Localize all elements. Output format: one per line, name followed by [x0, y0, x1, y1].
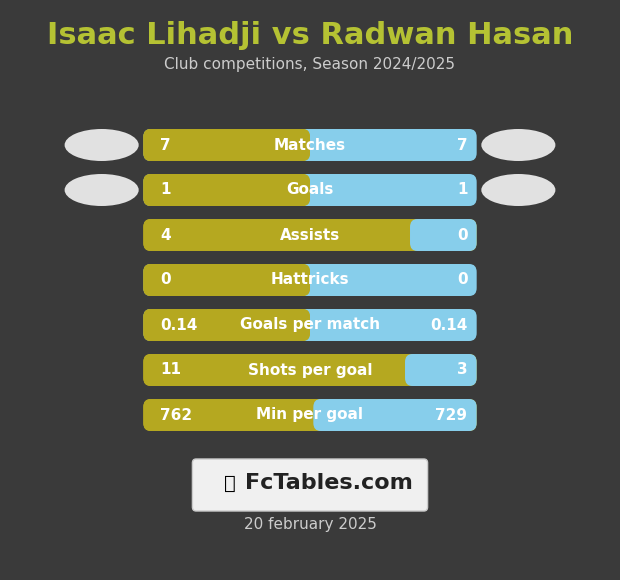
Ellipse shape	[481, 129, 556, 161]
Text: 1: 1	[457, 183, 467, 198]
FancyBboxPatch shape	[143, 264, 310, 296]
Text: 0.14: 0.14	[160, 317, 197, 332]
Text: 762: 762	[160, 408, 192, 422]
FancyBboxPatch shape	[405, 354, 477, 386]
FancyBboxPatch shape	[143, 174, 310, 206]
Text: Isaac Lihadji vs Radwan Hasan: Isaac Lihadji vs Radwan Hasan	[47, 20, 573, 49]
Text: 7: 7	[160, 137, 171, 153]
FancyBboxPatch shape	[143, 219, 477, 251]
Text: 11: 11	[160, 362, 181, 378]
Text: 4: 4	[160, 227, 171, 242]
Text: 0: 0	[160, 273, 171, 288]
FancyBboxPatch shape	[143, 354, 405, 386]
Ellipse shape	[64, 174, 139, 206]
Text: Assists: Assists	[280, 227, 340, 242]
Text: Shots per goal: Shots per goal	[248, 362, 372, 378]
FancyBboxPatch shape	[143, 174, 310, 206]
Text: 0: 0	[457, 273, 467, 288]
Text: Goals: Goals	[286, 183, 334, 198]
Text: 7: 7	[457, 137, 467, 153]
FancyBboxPatch shape	[143, 174, 477, 206]
Text: Club competitions, Season 2024/2025: Club competitions, Season 2024/2025	[164, 57, 456, 72]
FancyBboxPatch shape	[143, 264, 477, 296]
Ellipse shape	[481, 174, 556, 206]
FancyBboxPatch shape	[143, 129, 310, 161]
FancyBboxPatch shape	[143, 309, 310, 341]
FancyBboxPatch shape	[143, 219, 410, 251]
Text: FcTables.com: FcTables.com	[244, 473, 412, 493]
FancyBboxPatch shape	[143, 129, 310, 161]
Text: Matches: Matches	[274, 137, 346, 153]
Text: 1: 1	[160, 183, 171, 198]
FancyBboxPatch shape	[143, 354, 477, 386]
FancyBboxPatch shape	[143, 129, 477, 161]
Text: 0.14: 0.14	[430, 317, 467, 332]
Text: 3: 3	[457, 362, 467, 378]
Text: 729: 729	[435, 408, 467, 422]
FancyBboxPatch shape	[410, 219, 477, 251]
FancyBboxPatch shape	[313, 399, 477, 431]
FancyBboxPatch shape	[143, 309, 477, 341]
Text: 20 february 2025: 20 february 2025	[244, 517, 376, 532]
FancyBboxPatch shape	[143, 399, 313, 431]
Text: Hattricks: Hattricks	[271, 273, 349, 288]
Text: 0: 0	[457, 227, 467, 242]
FancyBboxPatch shape	[143, 309, 310, 341]
Text: Goals per match: Goals per match	[240, 317, 380, 332]
Text: 📊: 📊	[224, 473, 236, 492]
FancyBboxPatch shape	[143, 399, 477, 431]
FancyBboxPatch shape	[143, 264, 310, 296]
FancyBboxPatch shape	[192, 459, 428, 511]
Ellipse shape	[64, 129, 139, 161]
Text: Min per goal: Min per goal	[257, 408, 363, 422]
